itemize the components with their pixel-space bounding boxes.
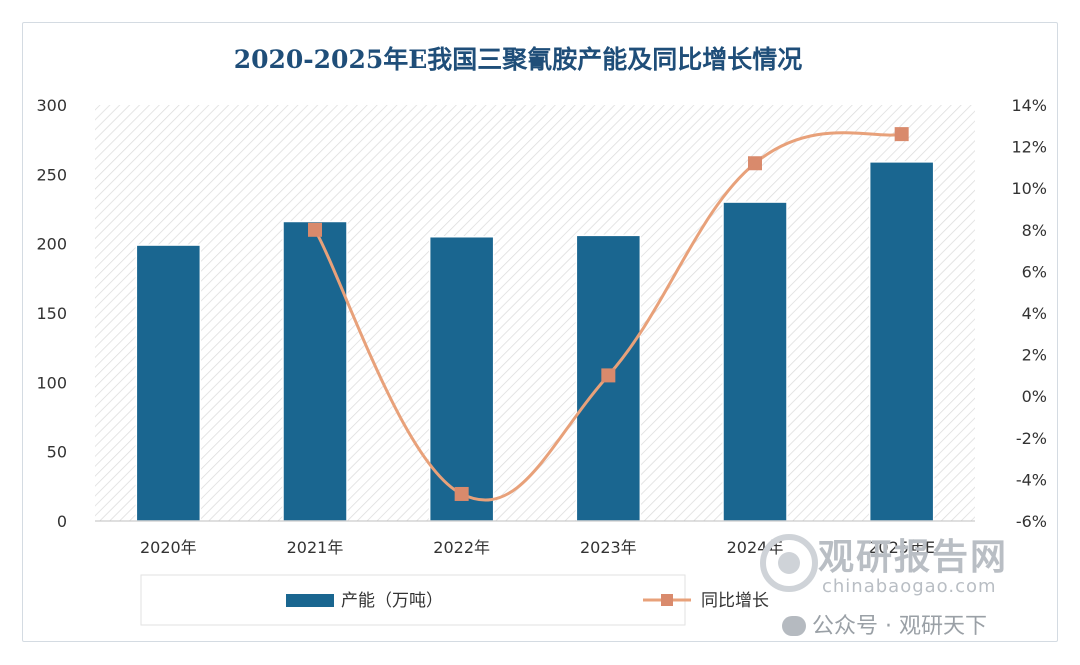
legend-swatch-growth-marker	[661, 594, 673, 606]
left-tick-label: 200	[36, 235, 67, 254]
legend-label-growth: 同比增长	[701, 591, 769, 611]
growth-marker	[748, 156, 762, 171]
right-tick-label: 10%	[1011, 179, 1047, 198]
chart-title: 2020-2025年E我国三聚氰胺产能及同比增长情况	[234, 45, 803, 74]
right-tick-label: 12%	[1011, 138, 1047, 157]
right-tick-label: 2%	[1022, 346, 1047, 365]
bar-capacity	[868, 161, 935, 522]
right-tick-label: 14%	[1011, 96, 1047, 115]
right-tick-label: 4%	[1022, 304, 1047, 323]
left-axis-ticks: 0 50 100 150 200 250 300	[36, 96, 67, 531]
growth-marker	[601, 368, 616, 383]
right-tick-label: 6%	[1022, 262, 1047, 281]
right-tick-label: 8%	[1022, 221, 1047, 240]
legend-box	[140, 574, 686, 626]
left-tick-label: 100	[36, 373, 67, 392]
left-tick-label: 300	[36, 96, 67, 115]
legend-swatch-capacity	[286, 594, 334, 607]
bar-capacity	[282, 220, 348, 522]
bar-capacity	[722, 201, 788, 522]
x-tick-label: 2021年	[287, 538, 344, 557]
right-tick-label: -4%	[1016, 470, 1047, 489]
legend-label-capacity: 产能（万吨）	[341, 591, 443, 611]
x-tick-label: 2020年	[140, 538, 197, 557]
line-series	[308, 127, 909, 502]
right-tick-label: 0%	[1022, 387, 1047, 406]
left-tick-label: 250	[36, 165, 67, 184]
bar-capacity	[135, 244, 202, 522]
chart-svg: 2020-2025年E我国三聚氰胺产能及同比增长情况 0 50 100 150 200 2…	[36, 45, 1047, 626]
growth-marker	[894, 127, 909, 142]
plot-area	[95, 105, 975, 521]
legend-item-capacity: 产能（万吨）	[286, 591, 443, 611]
x-tick-label: 2024年	[727, 538, 784, 557]
right-axis-ticks: -6% -4% -2% 0% 2% 4% 6% 8% 10% 12% 14%	[1011, 96, 1047, 531]
growth-marker	[308, 222, 322, 237]
growth-marker	[454, 486, 469, 501]
x-tick-label: 2023年	[580, 538, 637, 557]
legend-item-growth: 同比增长	[643, 591, 769, 611]
bar-series	[135, 161, 935, 522]
x-tick-label: 2025年E	[868, 538, 935, 557]
left-tick-label: 150	[36, 304, 67, 323]
right-tick-label: -6%	[1016, 512, 1047, 531]
left-tick-label: 50	[47, 443, 67, 462]
x-tick-label: 2022年	[433, 538, 490, 557]
chart-frame: 2020-2025年E我国三聚氰胺产能及同比增长情况 0 50 100 150 200 2…	[22, 22, 1058, 642]
right-tick-label: -2%	[1016, 429, 1047, 448]
left-tick-label: 0	[57, 512, 67, 531]
x-axis-labels: 2020年 2021年 2022年 2023年 2024年 2025年E	[140, 538, 935, 557]
bar-capacity	[428, 235, 495, 522]
